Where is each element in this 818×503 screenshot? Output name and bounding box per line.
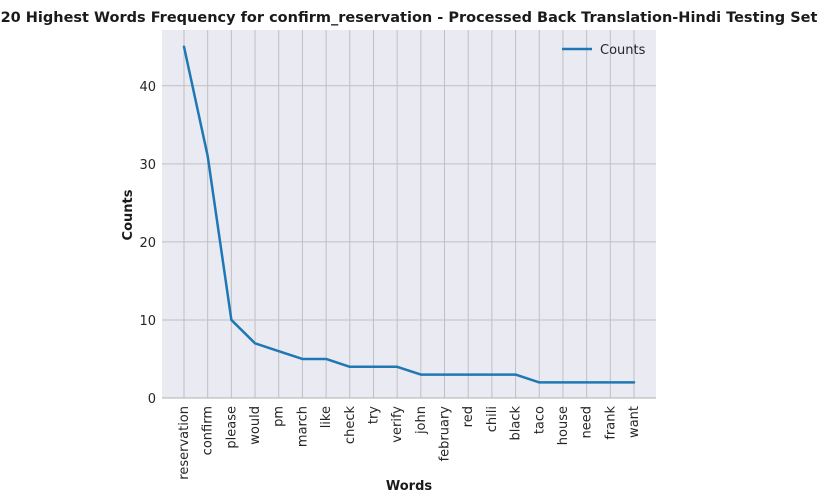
x-tick-label: check	[343, 406, 358, 445]
x-tick-label: please	[224, 406, 239, 449]
vertical-gridlines	[183, 30, 635, 398]
x-tick-label: need	[580, 406, 595, 439]
x-tick-label: frank	[603, 406, 618, 440]
y-tick-label: 20	[139, 236, 156, 251]
x-tick-label: try	[366, 406, 381, 424]
x-axis-label: Words	[386, 479, 433, 494]
x-tick-label: house	[556, 406, 571, 445]
y-tick-label: 40	[139, 80, 156, 95]
y-tick-label: 10	[139, 314, 156, 329]
x-tick-label: want	[627, 406, 642, 438]
y-axis-ticks: 0 10 20 30 40	[139, 80, 156, 407]
x-tick-label: confirm	[201, 406, 216, 455]
legend: Counts	[562, 43, 646, 58]
x-axis-ticks: reservation confirm please would pm march like…	[177, 406, 642, 480]
x-tick-label: black	[509, 406, 524, 441]
y-tick-label: 0	[148, 392, 156, 407]
y-axis-label: Counts	[121, 189, 136, 240]
x-tick-label: february	[438, 406, 453, 462]
plot-area	[162, 30, 656, 398]
legend-label-counts: Counts	[600, 43, 646, 58]
chart-title: 20 Highest Words Frequency for confirm_r…	[1, 10, 818, 26]
x-tick-label: pm	[272, 406, 287, 427]
x-tick-label: chili	[485, 406, 500, 432]
x-tick-label: would	[248, 406, 263, 445]
x-tick-label: reservation	[177, 406, 192, 480]
x-tick-label: march	[295, 406, 310, 447]
x-tick-label: red	[461, 406, 476, 427]
y-tick-label: 30	[139, 158, 156, 173]
series-line-counts	[182, 45, 636, 384]
x-tick-label: john	[414, 406, 429, 435]
x-tick-label: like	[319, 406, 334, 428]
x-tick-label: taco	[532, 406, 547, 434]
x-tick-label: verify	[390, 406, 405, 443]
